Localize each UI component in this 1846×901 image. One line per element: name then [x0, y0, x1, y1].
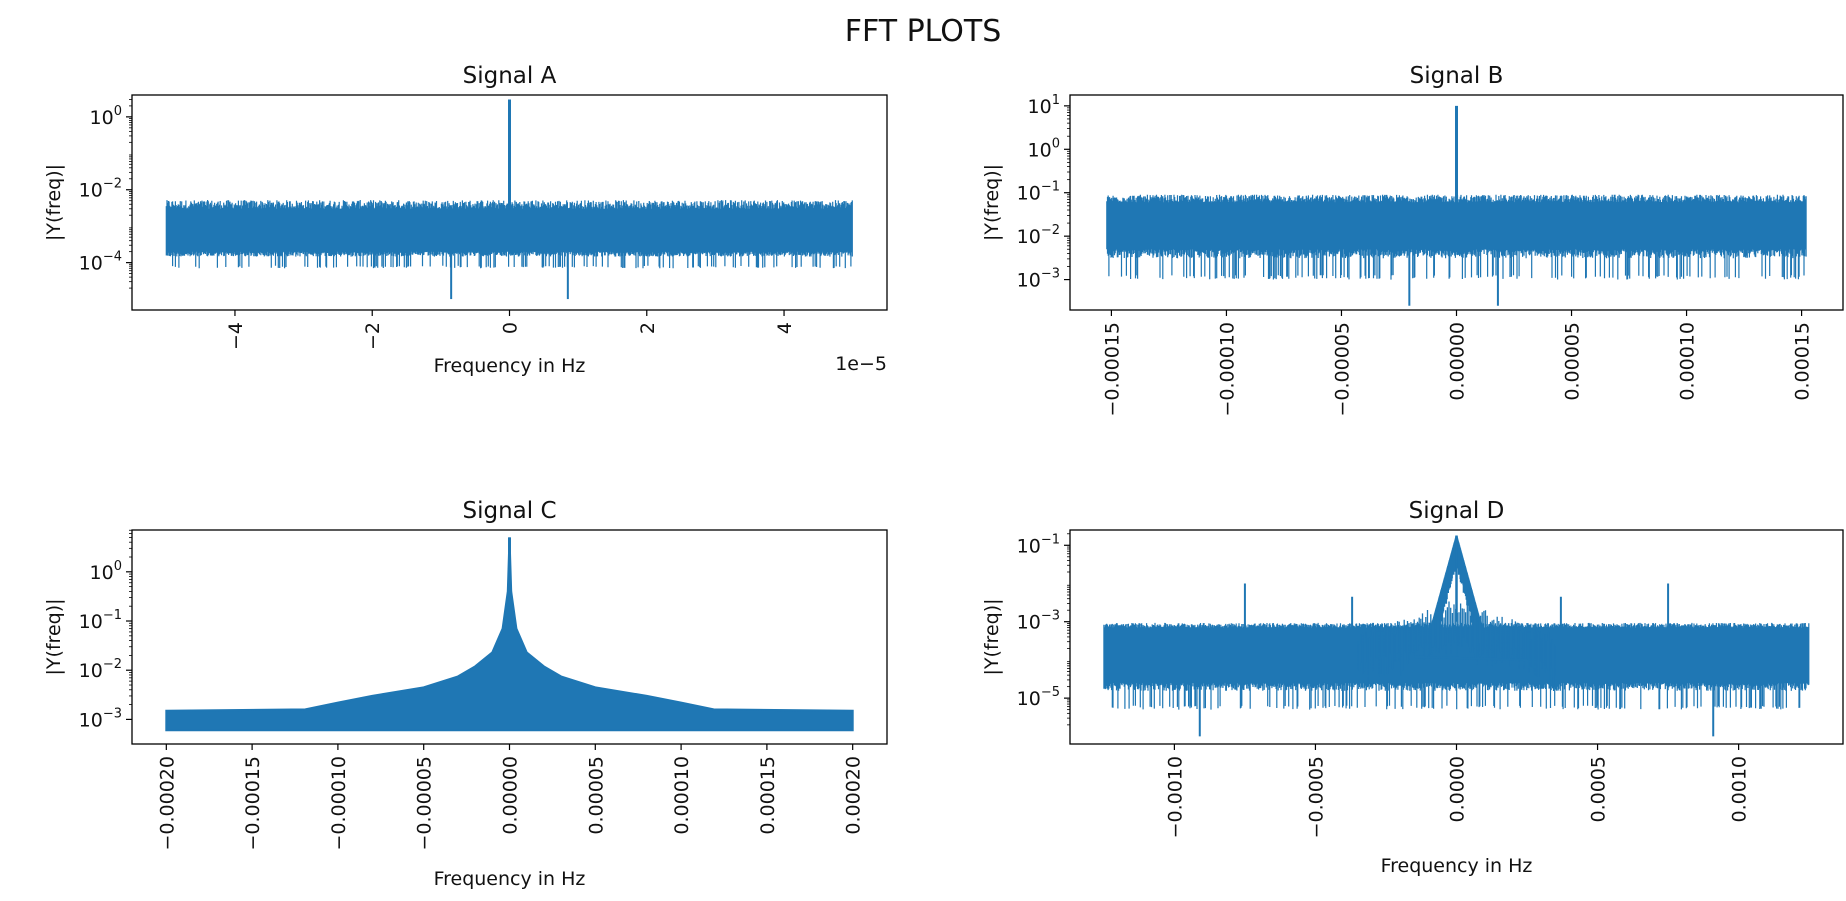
x-tick-label: 0.00010 — [671, 756, 693, 835]
bridge-line — [1414, 655, 1528, 662]
y-tick-label: 10−1 — [1017, 532, 1060, 557]
y-tick-label: 10−2 — [1017, 223, 1060, 248]
y-tick-label: 10−3 — [1017, 267, 1060, 292]
y-tick-base: 10 — [90, 107, 114, 129]
y-tick-base: 10 — [79, 709, 103, 731]
subplot-title: Signal A — [463, 63, 557, 89]
y-tick-label: 101 — [1028, 93, 1060, 118]
x-tick-label: 0.0000 — [1447, 756, 1469, 822]
noise-band — [165, 200, 853, 269]
y-tick-exponent: −1 — [1041, 532, 1060, 547]
x-tick-label: 0.0010 — [1729, 756, 1751, 822]
y-tick-exponent: −4 — [103, 250, 122, 265]
y-tick-exponent: −5 — [1041, 685, 1060, 700]
x-tick-label: 0.00015 — [1792, 322, 1814, 401]
x-tick-label: 0.00005 — [585, 756, 607, 835]
y-tick-label: 10−3 — [1017, 609, 1060, 634]
y-tick-exponent: −2 — [1041, 223, 1060, 238]
y-tick-exponent: −3 — [1041, 609, 1060, 624]
x-axis-multiplier: 1e−5 — [835, 353, 887, 375]
y-tick-base: 10 — [79, 253, 103, 275]
y-tick-exponent: −3 — [1041, 267, 1060, 282]
x-axis-label: Frequency in Hz — [434, 355, 586, 377]
x-axis-label: Frequency in Hz — [1381, 855, 1533, 877]
y-tick-base: 10 — [79, 180, 103, 202]
x-tick-label: 0.00020 — [843, 756, 865, 835]
y-tick-base: 10 — [1017, 535, 1041, 557]
y-axis-label: |Y(freq)| — [43, 598, 65, 675]
y-tick-label: 100 — [90, 104, 122, 129]
x-tick-label: −0.00005 — [414, 756, 436, 851]
plot-series — [1103, 535, 1810, 737]
subplot-title: Signal D — [1409, 498, 1505, 524]
x-tick-label: −0.00015 — [1101, 322, 1123, 417]
figure-title: FFT PLOTS — [844, 14, 1002, 49]
y-tick-exponent: −1 — [1041, 180, 1060, 195]
x-axis-label: Frequency in Hz — [434, 868, 586, 890]
y-tick-base: 10 — [79, 660, 103, 682]
y-tick-label: 10−4 — [79, 250, 122, 275]
plot-series — [165, 537, 854, 732]
y-tick-label: 10−2 — [79, 177, 122, 202]
chart-signal-d: 10−510−310−1−0.0010 −0.0005 0.0000 0.0005 0.… — [981, 498, 1844, 877]
y-tick-exponent: 1 — [1052, 93, 1060, 108]
x-tick-label: 0 — [500, 322, 522, 334]
x-tick-label: −0.00005 — [1331, 322, 1353, 417]
x-tick-label: 0.00010 — [1677, 322, 1699, 401]
peak-skirt — [1357, 601, 1556, 691]
x-tick-label: 0.00000 — [1447, 322, 1469, 401]
x-tick-label: 0.00005 — [1562, 322, 1584, 401]
x-tick-label: −0.00010 — [1216, 322, 1238, 417]
x-tick-label: 0.0005 — [1588, 756, 1610, 822]
y-tick-exponent: 0 — [114, 559, 122, 574]
y-tick-base: 10 — [79, 611, 103, 633]
y-tick-exponent: 0 — [1052, 136, 1060, 151]
plot-series — [1106, 105, 1807, 306]
plot-series — [165, 99, 853, 300]
y-tick-label: 10−1 — [79, 608, 122, 633]
y-tick-label: 10−3 — [79, 706, 122, 731]
y-axis-label: |Y(freq)| — [43, 164, 65, 241]
x-tick-label: −2 — [362, 322, 384, 350]
noise-band — [1103, 622, 1810, 710]
y-axis-label: |Y(freq)| — [981, 164, 1003, 241]
y-tick-base: 10 — [90, 562, 114, 584]
y-tick-base: 10 — [1017, 688, 1041, 710]
y-tick-exponent: −2 — [103, 177, 122, 192]
subplot-title: Signal B — [1410, 63, 1504, 89]
x-tick-label: −0.00015 — [242, 756, 264, 851]
y-tick-base: 10 — [1017, 183, 1041, 205]
x-tick-label: −0.0010 — [1164, 756, 1186, 838]
subplot-title: Signal C — [462, 498, 556, 524]
y-tick-base: 10 — [1028, 139, 1052, 161]
y-tick-exponent: −2 — [103, 657, 122, 672]
y-tick-base: 10 — [1028, 96, 1052, 118]
y-tick-label: 10−1 — [1017, 180, 1060, 205]
y-tick-exponent: −3 — [103, 706, 122, 721]
y-tick-exponent: −1 — [103, 608, 122, 623]
y-tick-label: 10−5 — [1017, 685, 1060, 710]
y-tick-label: 10−2 — [79, 657, 122, 682]
y-tick-base: 10 — [1017, 612, 1041, 634]
x-tick-label: 4 — [774, 322, 796, 334]
x-tick-label: −0.0005 — [1305, 756, 1327, 838]
noise-band — [1106, 194, 1807, 280]
x-tick-label: −0.00020 — [156, 756, 178, 851]
y-tick-label: 100 — [1028, 136, 1060, 161]
x-tick-label: −0.00010 — [328, 756, 350, 851]
y-tick-label: 100 — [90, 559, 122, 584]
y-tick-base: 10 — [1017, 270, 1041, 292]
x-tick-label: 0.00015 — [757, 756, 779, 835]
y-tick-base: 10 — [1017, 226, 1041, 248]
y-tick-exponent: 0 — [114, 104, 122, 119]
x-tick-label: −4 — [225, 322, 247, 350]
x-tick-label: 0.00000 — [500, 756, 522, 835]
y-axis-label: |Y(freq)| — [981, 598, 1003, 675]
x-tick-label: 2 — [637, 322, 659, 334]
